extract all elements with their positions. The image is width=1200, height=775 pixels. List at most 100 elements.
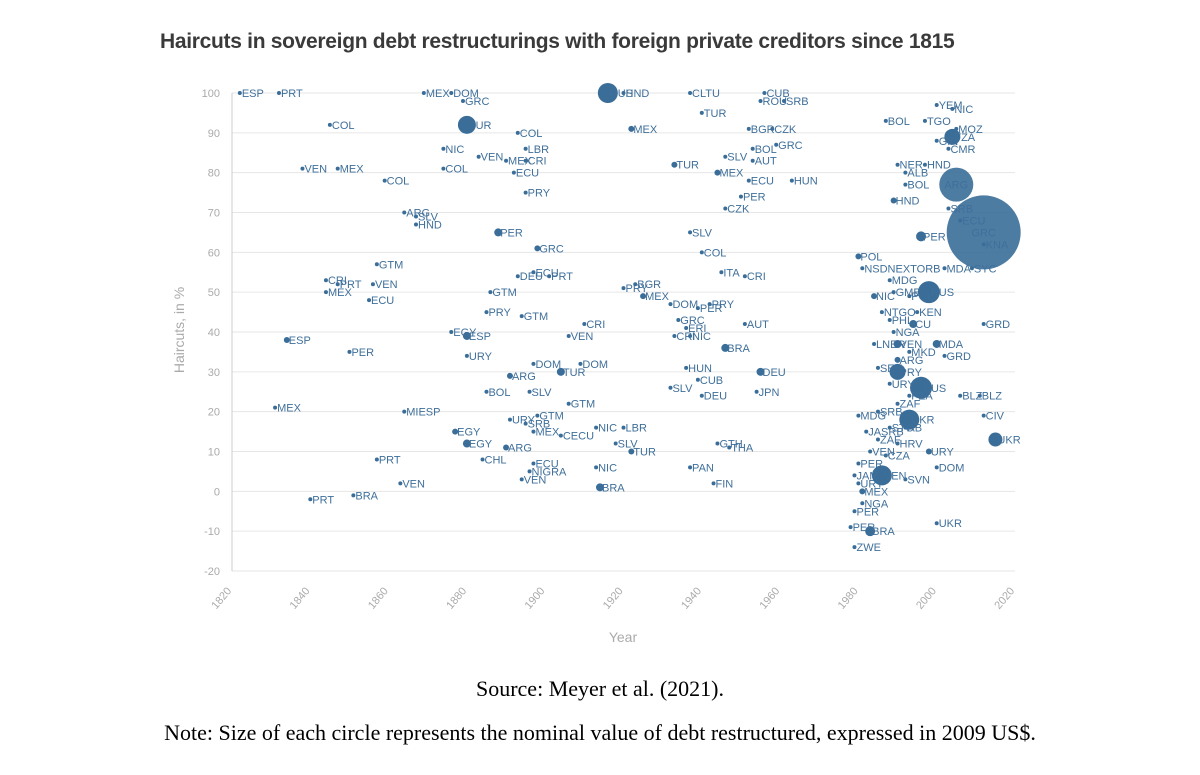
data-point — [711, 481, 716, 486]
data-point — [699, 250, 704, 255]
point-label: SVN — [907, 474, 930, 486]
x-tick-label: 2020 — [992, 585, 1017, 611]
point-label: PAN — [692, 462, 714, 474]
data-point — [370, 282, 375, 287]
point-label: HRV — [900, 439, 924, 451]
point-label: GTM — [571, 399, 595, 411]
data-point — [460, 98, 465, 103]
point-label: MEX — [277, 403, 302, 415]
data-point — [566, 333, 571, 338]
gridlines — [231, 92, 1015, 572]
point-label: HUN — [794, 176, 818, 188]
point-label: MEX — [719, 168, 744, 180]
point-label: MDA — [947, 263, 972, 275]
data-point — [852, 545, 857, 550]
point-label: JASRB — [868, 427, 903, 439]
point-label: ECU — [535, 458, 558, 470]
point-label: ERI — [688, 323, 706, 335]
data-point — [883, 453, 888, 458]
point-label: CECU — [563, 431, 594, 443]
point-label: SRB — [880, 407, 903, 419]
data-point — [944, 128, 961, 145]
data-point — [597, 83, 618, 103]
point-label: MEX — [535, 427, 560, 439]
x-tick-label: 1940 — [679, 585, 704, 611]
point-label: ECU — [516, 168, 539, 180]
data-point — [895, 401, 900, 406]
data-point — [414, 222, 419, 227]
data-point — [335, 282, 340, 287]
data-point — [671, 161, 678, 168]
data-point — [721, 343, 730, 352]
point-label: PZA — [911, 391, 933, 403]
data-point — [621, 91, 626, 95]
data-point — [893, 339, 902, 348]
data-point — [613, 441, 618, 446]
data-point — [668, 302, 673, 307]
point-label: ARG — [406, 208, 430, 220]
point-label: LBR — [528, 144, 549, 156]
data-point — [723, 154, 728, 159]
y-tick-label: 40 — [208, 327, 220, 339]
point-label: NIGRA — [532, 466, 568, 478]
data-point — [547, 274, 552, 279]
data-point — [925, 448, 932, 455]
data-point — [668, 385, 673, 390]
point-label: BLZ — [982, 391, 1002, 403]
point-label: RUS — [923, 383, 946, 395]
point-label: TUR — [704, 108, 727, 120]
point-label: NGA — [864, 498, 889, 510]
data-point — [699, 110, 704, 115]
point-label: SLV — [532, 387, 553, 399]
data-point — [714, 169, 721, 176]
data-point — [872, 341, 877, 346]
data-point — [890, 197, 897, 204]
data-point — [907, 349, 912, 354]
data-point — [323, 278, 328, 283]
point-label: POL — [911, 291, 933, 303]
data-point — [917, 281, 940, 304]
data-point — [531, 429, 536, 434]
y-axis-title: Haircuts, in % — [171, 287, 187, 373]
point-label: COL — [520, 128, 543, 140]
point-label: TUR — [633, 447, 656, 459]
point-label: SRB — [950, 204, 973, 216]
point-label: PRY — [488, 307, 511, 319]
data-point — [946, 195, 1021, 270]
point-label: PRY — [712, 299, 735, 311]
data-point — [633, 282, 638, 287]
y-tick-label: 70 — [208, 208, 220, 220]
point-label: FIN — [716, 478, 734, 490]
point-label: HND — [896, 196, 920, 208]
point-label: CZA — [888, 450, 911, 462]
data-point — [915, 310, 920, 315]
data-points — [237, 83, 1021, 550]
data-point — [848, 525, 853, 530]
data-point — [746, 178, 751, 183]
point-label: URY — [512, 415, 536, 427]
data-point — [484, 389, 489, 394]
data-point — [695, 306, 700, 311]
point-label: VEN — [375, 279, 398, 291]
data-point — [969, 266, 974, 271]
data-point — [932, 339, 941, 348]
point-label: MKD — [911, 347, 936, 359]
point-label: VEN — [402, 478, 425, 490]
data-point — [276, 91, 281, 95]
point-label: ECU — [371, 295, 394, 307]
point-label: PRT — [281, 88, 303, 100]
point-label: AB — [907, 423, 922, 435]
data-point — [738, 194, 743, 199]
data-point — [762, 91, 767, 95]
point-label: PRT — [312, 494, 334, 506]
point-label: NER — [900, 160, 923, 172]
point-label: DEU — [763, 367, 786, 379]
data-point — [640, 293, 647, 300]
data-point — [774, 142, 779, 147]
point-label: SRB — [786, 96, 809, 108]
point-label: GRD — [986, 319, 1011, 331]
data-point — [531, 270, 536, 275]
data-point — [462, 331, 471, 340]
point-label: GTH — [719, 439, 742, 451]
data-point — [934, 138, 939, 143]
